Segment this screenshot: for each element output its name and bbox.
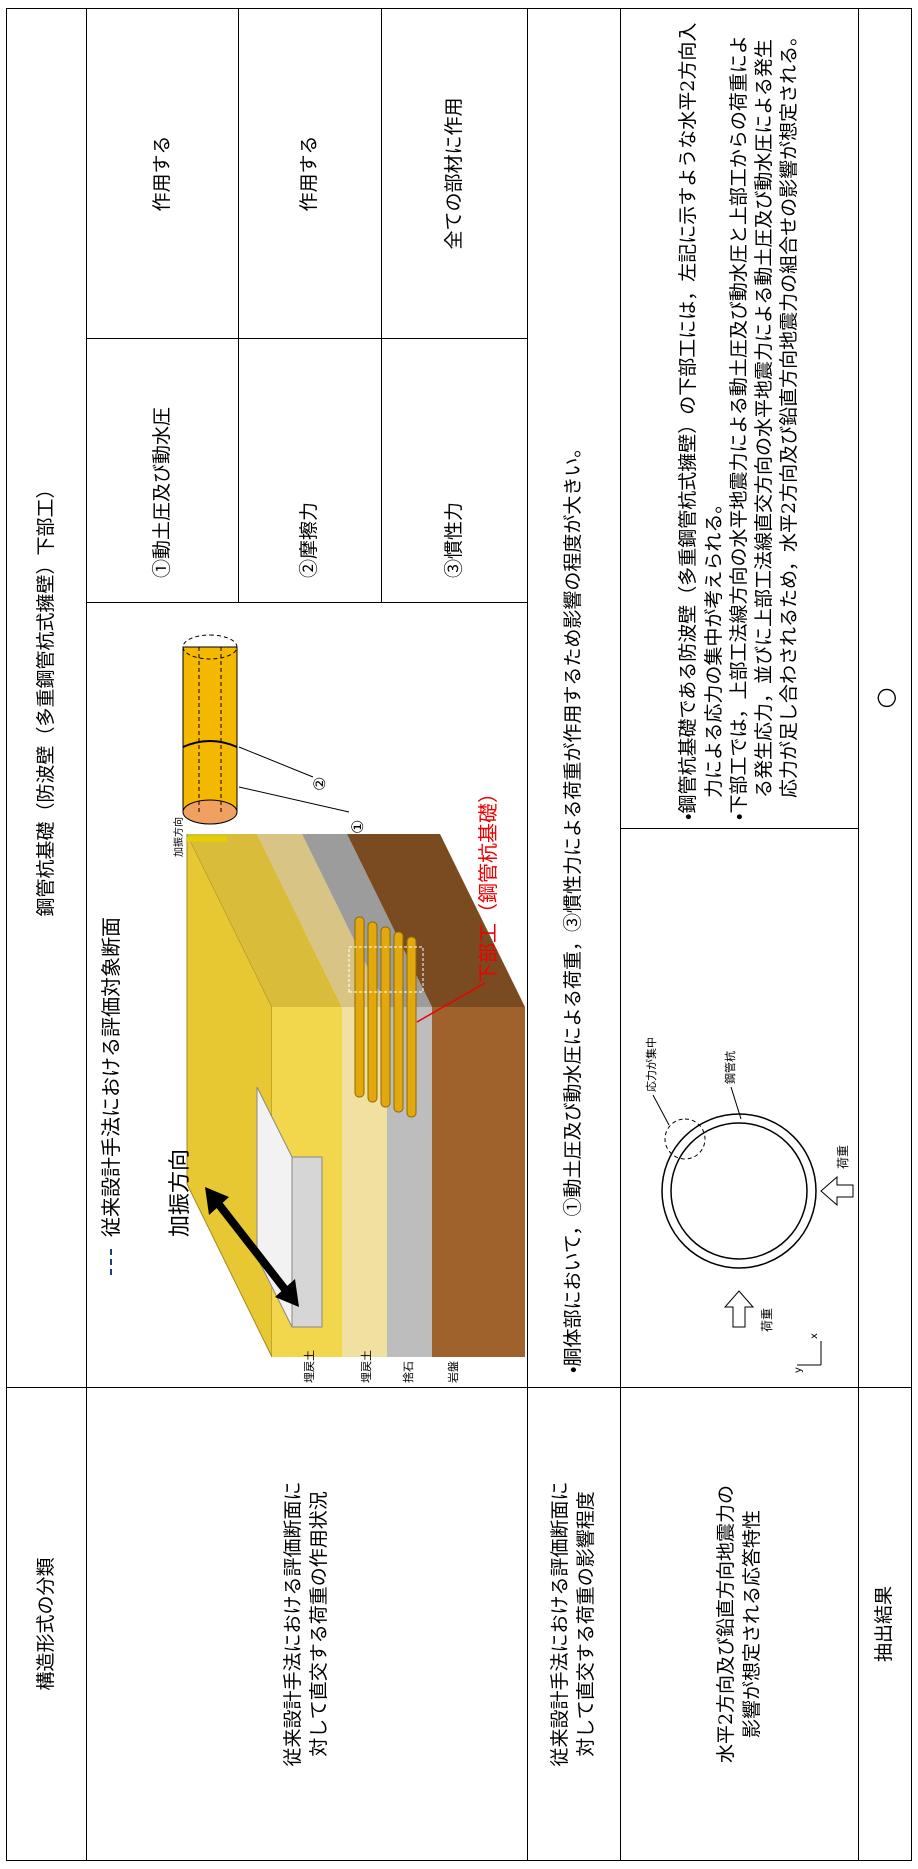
bullet: ・下部工では，上部工法線方向の水平地震力による動土圧及び動水圧と上部工からの荷重… (727, 26, 801, 820)
pile (393, 931, 404, 1113)
direction-label: 加振方向 (168, 1149, 193, 1237)
legend-text: 従来設計手法における評価対象断面 (99, 917, 123, 1237)
bullet: ・鋼管杭基礎である防波壁（多重鋼管杭式擁壁）の下部工には，左記に示すような水平2… (677, 22, 725, 820)
row-label: 従来設計手法における評価断面に 対して直交する荷重の作用状況 (86, 1387, 528, 1861)
leader (730, 1086, 742, 1120)
stress-figure: 応力が集中 鋼管杭 荷重 荷重 y x (644, 1037, 854, 1373)
bullet-cell: ・鋼管杭基礎である防波壁（多重鋼管杭式擁壁）の下部工には，左記に示すような水平2… (620, 8, 859, 829)
result: ○ (858, 8, 912, 1388)
shake-arrow (213, 1199, 291, 1295)
load-arrow (820, 1175, 854, 1207)
arrow-head (205, 1187, 229, 1215)
pile-inner (670, 1122, 808, 1260)
layer-label: 岩盤 (446, 1361, 460, 1383)
load-label: 荷重 (760, 1308, 774, 1332)
pile (354, 916, 365, 1098)
pile (406, 936, 417, 1118)
pile-outer (661, 1113, 817, 1269)
load-status: 全ての部材に作用 (381, 8, 528, 339)
piles (348, 916, 424, 1118)
row-label: 水平2方向及び鉛直方向地震力の 影響が想定される応答特性 (620, 1387, 859, 1861)
stress-label: 応力が集中 (644, 1037, 658, 1092)
load-name: ①動土圧及び動水圧 (86, 338, 239, 603)
row-label: 抽出結果 (858, 1387, 912, 1861)
load-arrow (723, 1290, 755, 1328)
figure-cell: 従来設計手法における評価対象断面 (86, 602, 528, 1388)
load-name: ③慣性力 (381, 338, 528, 603)
marker: ① (348, 820, 367, 834)
marker-line (238, 746, 314, 778)
layer-label: 捨石 (401, 1361, 415, 1383)
friction-arc (182, 740, 238, 748)
stress-zone (664, 1118, 706, 1160)
callout-text: 下部工（鋼管杭基礎） (476, 783, 500, 983)
callout-line (416, 982, 486, 1023)
load-status: 作用する (86, 8, 239, 339)
axis-label: y (793, 1367, 804, 1373)
row-label: 従来設計手法における評価断面に 対して直交する荷重の影響程度 (527, 1387, 621, 1861)
cylinder-end (182, 634, 238, 660)
structure-figure: 従来設計手法における評価対象断面 (99, 634, 525, 1383)
pile-label: 鋼管杭 (723, 1051, 737, 1084)
pile (380, 926, 391, 1108)
section-outline (348, 946, 424, 993)
wall-front (291, 1156, 323, 1328)
bullet-list: ・鋼管杭基礎である防波壁（多重鋼管杭式擁壁）の下部工には，左記に示すような水平2… (676, 9, 802, 828)
load-status: 作用する (238, 8, 382, 339)
pile-direction-label: 加振方向 (172, 817, 185, 857)
axis-label: x (809, 1333, 820, 1339)
layer (432, 1007, 525, 1357)
load-label: 荷重 (836, 1145, 850, 1169)
layer-side (187, 834, 342, 1007)
layer-label: 埋戻土 (303, 1350, 316, 1383)
cylinder (182, 646, 238, 813)
pile (367, 921, 378, 1103)
header-cell: 鋼管杭基礎（防波壁（多重鋼管杭式擁壁）下部工） (6, 8, 87, 1388)
header-cell: 構造形式の分類 (6, 1387, 87, 1861)
layer-label: 埋戻土 (360, 1350, 373, 1383)
figure-cell: 応力が集中 鋼管杭 荷重 荷重 y x (620, 828, 859, 1388)
row-text: ・胴体部において，①動土圧及び動水圧による荷重，③慣性力による荷重が作用するため… (527, 8, 621, 1388)
marker: ② (310, 777, 329, 791)
marker-line (238, 786, 350, 813)
leader (652, 1094, 670, 1126)
arrow-head (275, 1279, 299, 1307)
layer-side (347, 834, 525, 1007)
load-name: ②摩擦力 (238, 338, 382, 603)
cylinder-end (182, 799, 238, 825)
